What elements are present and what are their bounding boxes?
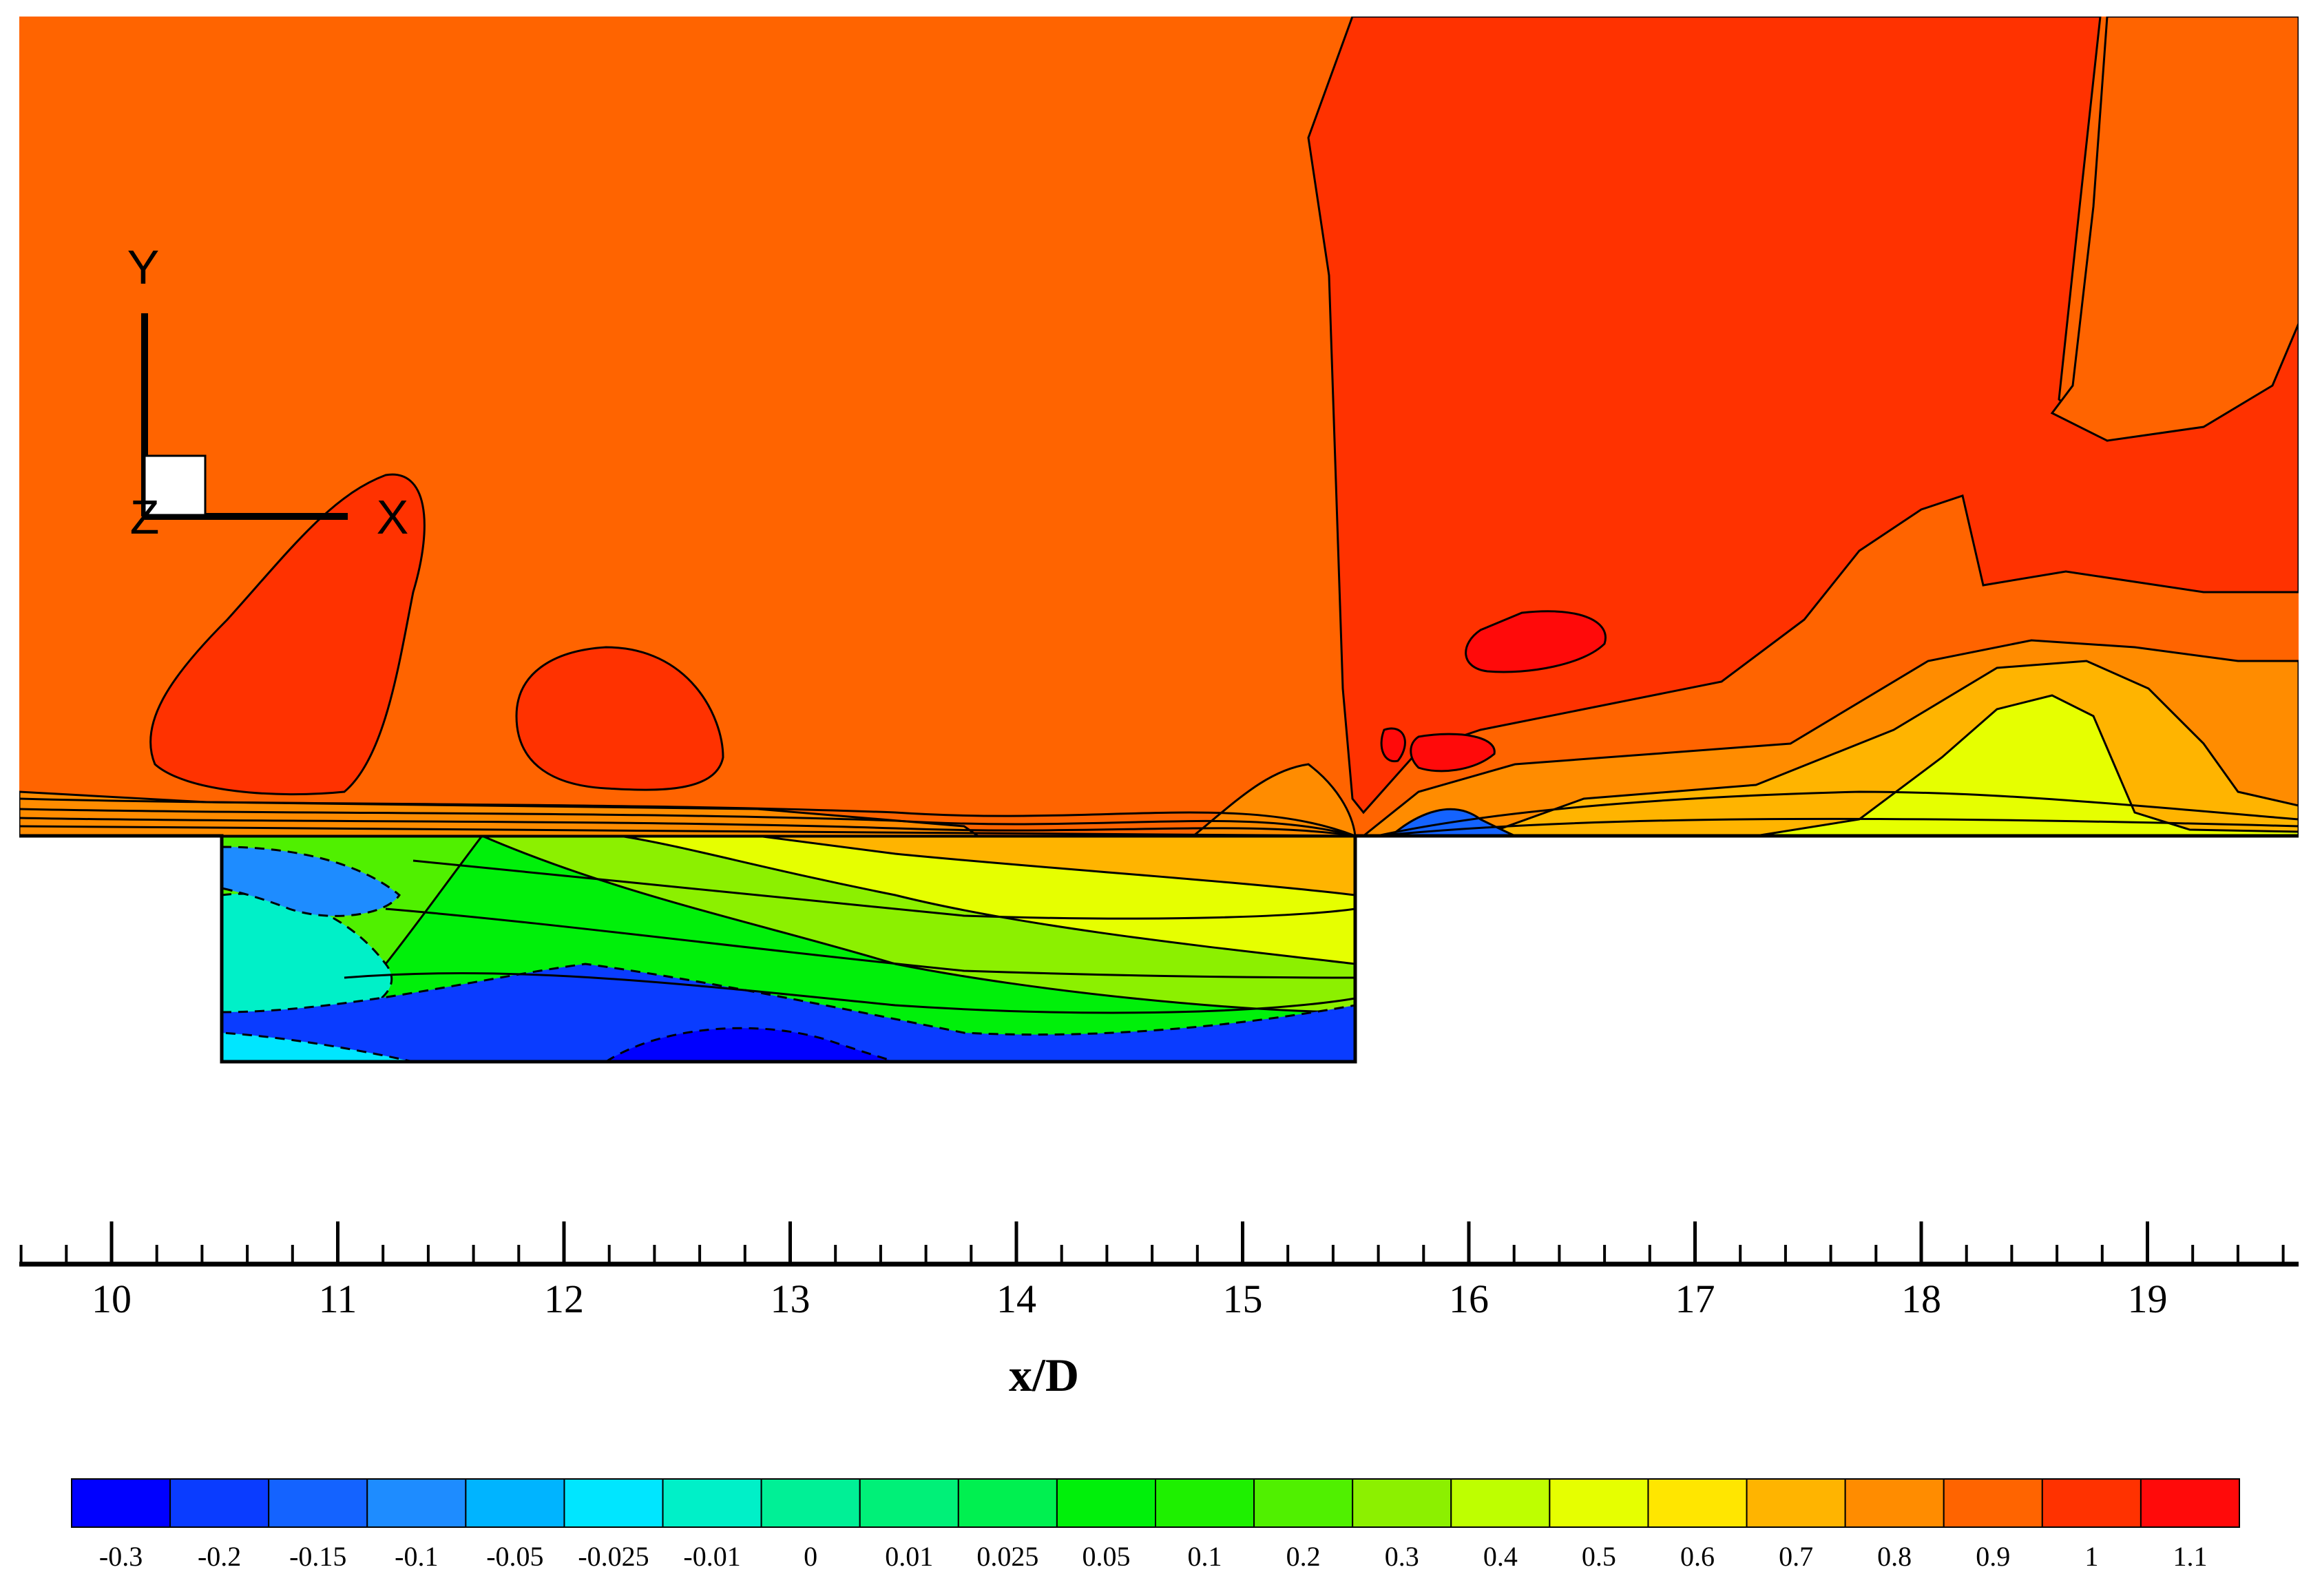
- contour-field-cavity: [222, 836, 1355, 1062]
- x-tick-label: 14: [996, 1277, 1036, 1321]
- x-tick-label: 19: [2128, 1277, 2168, 1321]
- colorbar-label: -0.2: [198, 1541, 241, 1572]
- colorbar-swatch: [957, 1478, 1058, 1528]
- region-level-0.8-cavity-dip: [948, 763, 1357, 836]
- triad-x-label: X: [377, 490, 409, 544]
- axes-triad: Y X Z: [127, 240, 409, 544]
- region-level-minus-0.1: [222, 846, 401, 917]
- colorbar-label: 0.1: [1188, 1541, 1222, 1572]
- colorbar-swatch: [71, 1478, 171, 1528]
- colorbar-swatch: [1450, 1478, 1551, 1528]
- colorbar-swatch: [268, 1478, 368, 1528]
- colorbar-swatch: [2041, 1478, 2142, 1528]
- x-tick-label: 16: [1449, 1277, 1489, 1321]
- x-tick-label: 11: [319, 1277, 357, 1321]
- colorbar-swatch: [1647, 1478, 1748, 1528]
- cavity-contour-lines: [344, 859, 1355, 1014]
- shear-layer-lines: [19, 790, 2299, 836]
- colorbar-label: 0.3: [1385, 1541, 1419, 1572]
- colorbar-swatch: [1352, 1478, 1452, 1528]
- contour-field-upper: [19, 17, 2299, 836]
- region-level-minus-0.01: [222, 892, 393, 1034]
- region-level-0.7: [757, 836, 1355, 896]
- colorbar-label: 0.01: [885, 1541, 933, 1572]
- colorbar-swatch: [1155, 1478, 1255, 1528]
- colorbar-swatch: [662, 1478, 762, 1528]
- colorbar-swatch: [859, 1478, 959, 1528]
- triad-z-label: Z: [130, 490, 160, 544]
- region-level-1-blob-left: [149, 473, 426, 796]
- colorbar-label: 0.025: [976, 1541, 1038, 1572]
- region-level-minus-0.2: [222, 963, 1355, 1062]
- colorbar-label: -0.05: [486, 1541, 543, 1572]
- colorbar-swatch: [1056, 1478, 1156, 1528]
- region-level-1-blob-mid: [515, 646, 724, 791]
- region-level-1.1-blob-a: [1465, 610, 1607, 673]
- colorbar-label: 0.4: [1483, 1541, 1518, 1572]
- region-level-minus-0.3: [604, 1027, 896, 1062]
- region-level-minus-0.025-cavity-floor: [222, 1031, 414, 1062]
- colorbar-label: 0.5: [1582, 1541, 1616, 1572]
- colorbar-swatch: [1943, 1478, 2043, 1528]
- colorbar-swatch: [465, 1478, 565, 1528]
- colorbar-swatch: [1844, 1478, 1945, 1528]
- region-level-1.1-blob-b: [1410, 733, 1496, 773]
- colorbar-label: 1.1: [2173, 1541, 2207, 1572]
- colorbar-swatch: [563, 1478, 664, 1528]
- colorbar-label: 0.8: [1877, 1541, 1912, 1572]
- colorbar-label: -0.15: [289, 1541, 346, 1572]
- colorbar-swatch: [1746, 1478, 1846, 1528]
- colorbar-swatch: [366, 1478, 467, 1528]
- x-tick-label: 15: [1223, 1277, 1263, 1321]
- colorbar-label: -0.01: [683, 1541, 740, 1572]
- colorbar-label: 0: [804, 1541, 817, 1572]
- region-level-1.1-blob-c: [1380, 727, 1406, 763]
- x-axis-title: x/D: [1009, 1349, 1079, 1401]
- colorbar-label: -0.025: [578, 1541, 649, 1572]
- colorbar-label: 1: [2084, 1541, 2098, 1572]
- colorbar-label: 0.05: [1082, 1541, 1130, 1572]
- x-tick-label: 10: [92, 1277, 132, 1321]
- colorbar-swatch: [760, 1478, 861, 1528]
- triad-z-marker: [143, 454, 207, 516]
- x-tick-label: 18: [1901, 1277, 1941, 1321]
- region-level-0.9-right-pocket: [2050, 17, 2299, 442]
- triad-y-label: Y: [127, 240, 160, 294]
- x-tick-label: 13: [771, 1277, 811, 1321]
- colorbar-legend: -0.3 -0.2 -0.15 -0.1 -0.05 -0.025 -0.01 0 0.01 0.…: [71, 1478, 2241, 1572]
- x-tick-label: 12: [544, 1277, 584, 1321]
- colorbar-label: 0.9: [1976, 1541, 2010, 1572]
- region-level-0.6-wake: [1755, 694, 2299, 836]
- colorbar-swatch: [169, 1478, 270, 1528]
- x-tick-label: 17: [1675, 1277, 1715, 1321]
- colorbar-label: -0.3: [99, 1541, 143, 1572]
- colorbar-swatch: [1253, 1478, 1354, 1528]
- colorbar-label: -0.1: [395, 1541, 438, 1572]
- wall-outline: [19, 834, 2299, 1064]
- colorbar-label: 0.7: [1779, 1541, 1813, 1572]
- x-axis: 10 11 12 13 14 15 16 17 18 19: [19, 1221, 2299, 1321]
- colorbar-swatch: [2140, 1478, 2241, 1528]
- colorbar-label: 0.2: [1286, 1541, 1321, 1572]
- colorbar-swatch: [1549, 1478, 1649, 1528]
- colorbar-label: 0.6: [1680, 1541, 1715, 1572]
